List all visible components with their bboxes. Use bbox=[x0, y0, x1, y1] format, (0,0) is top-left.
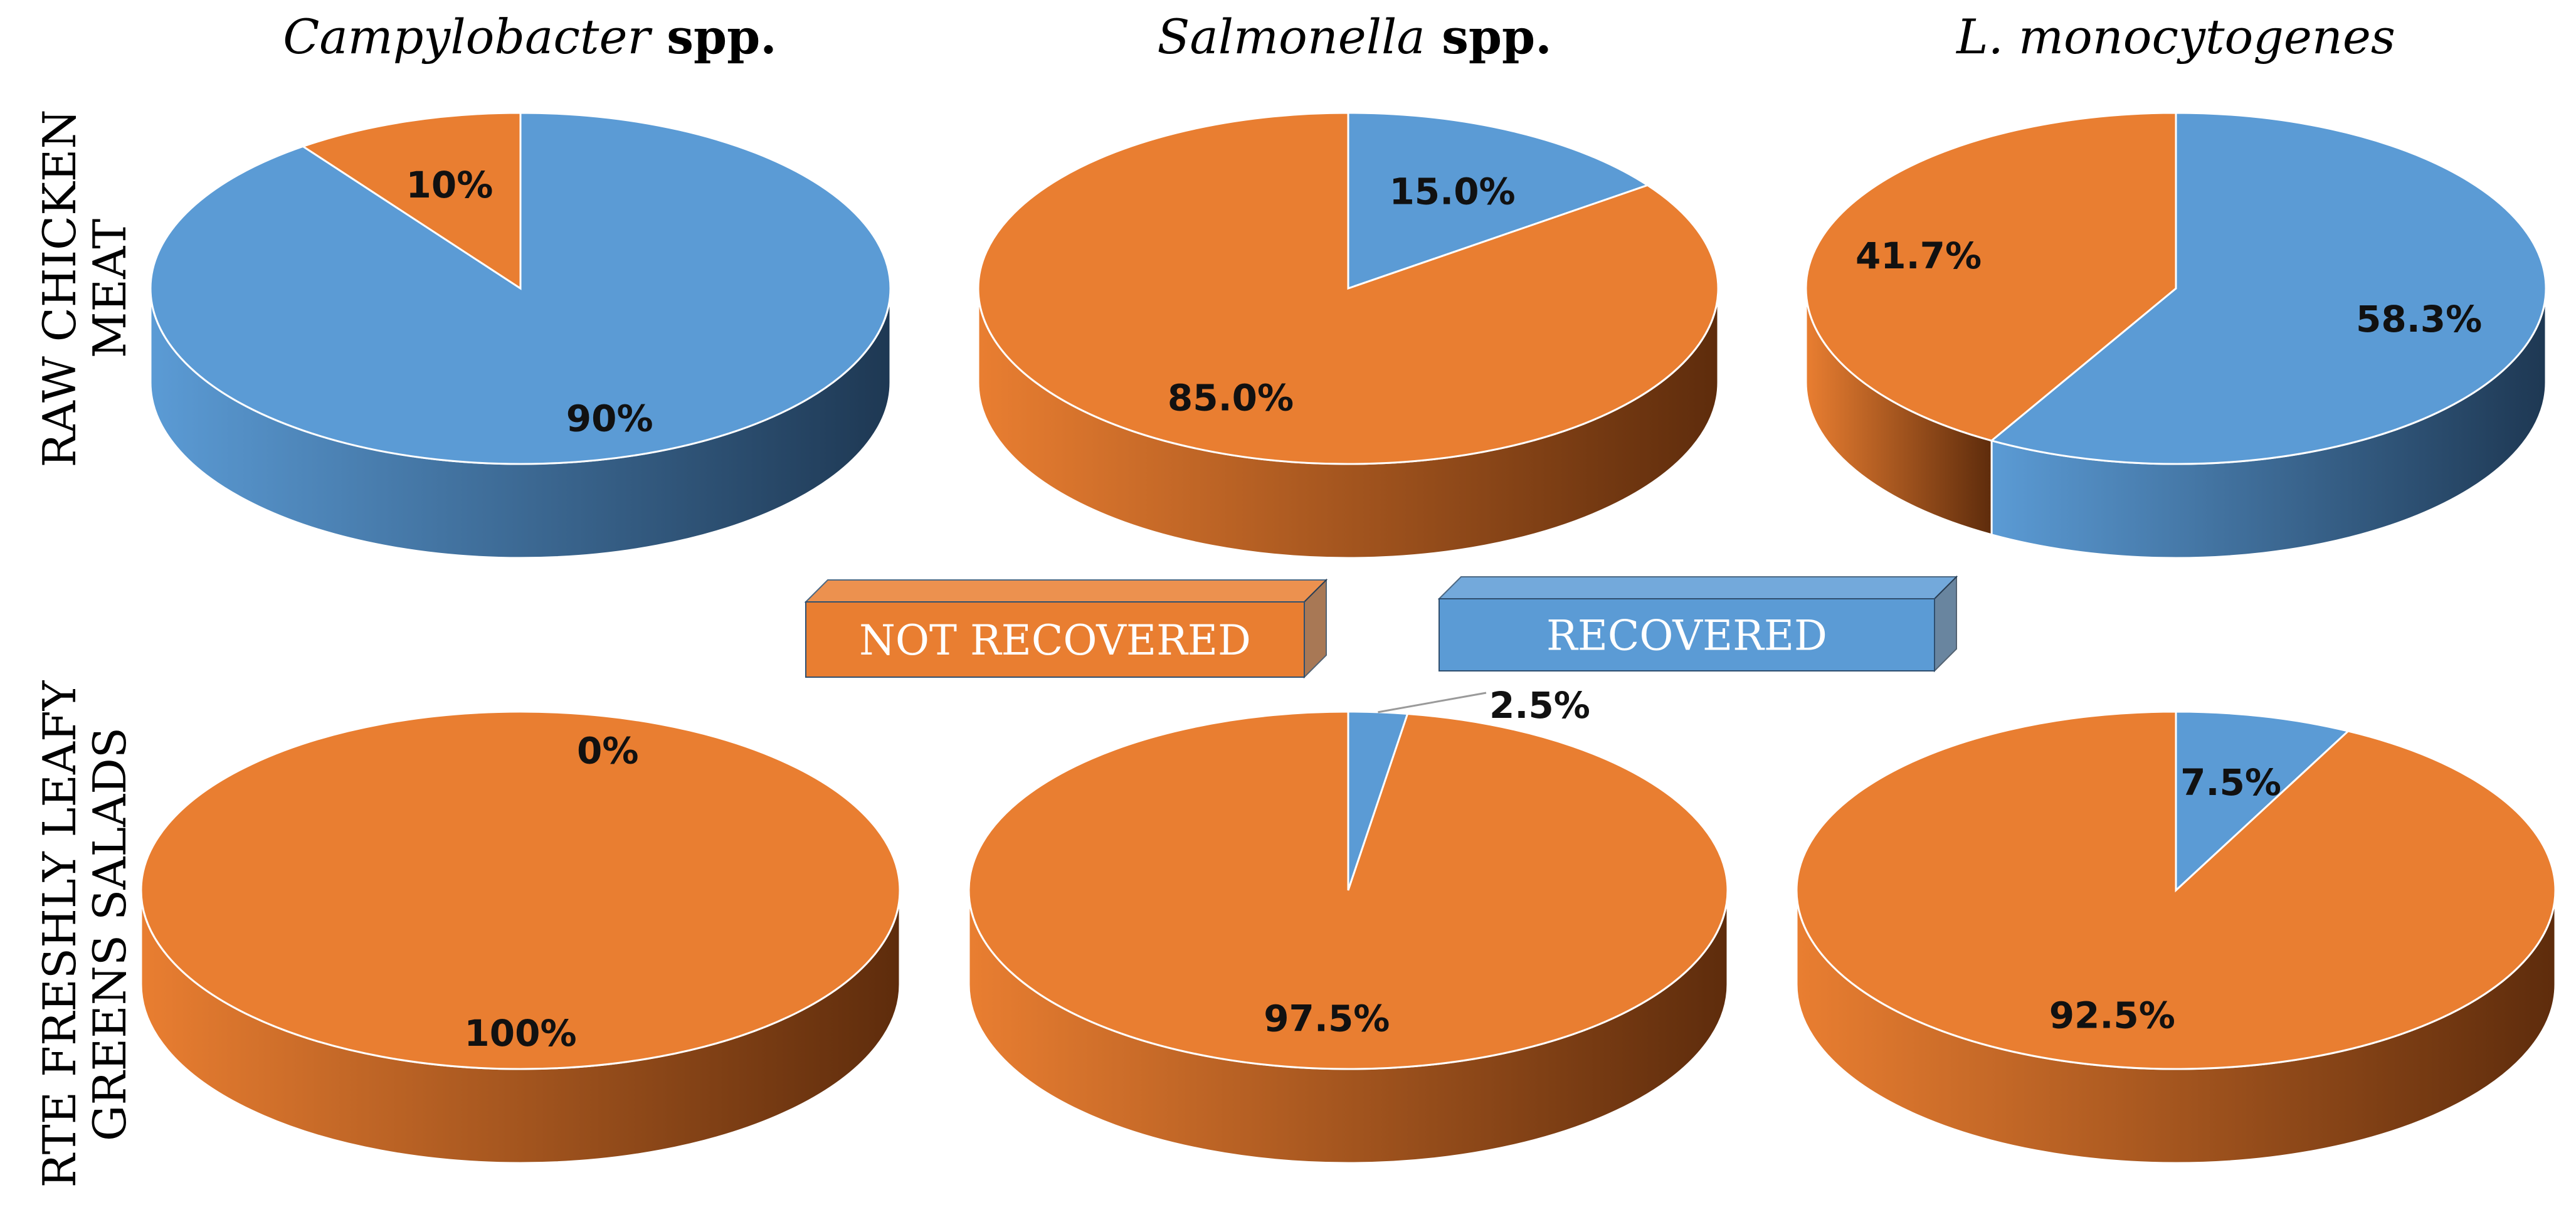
pie-slice-recovered bbox=[1347, 112, 1650, 290]
column-title-salmonella: Salmonella spp. bbox=[1157, 9, 1551, 65]
pie-slice-not-recovered bbox=[1795, 710, 2557, 1070]
column-title-l-monocytogenes: L. monocytogenes bbox=[1955, 9, 2395, 65]
pie-slice-not-recovered bbox=[977, 112, 1719, 465]
pie-slice-not-recovered bbox=[300, 112, 522, 290]
row-label-line: RAW CHICKEN bbox=[33, 110, 86, 468]
pie-chart-3: 58.3% 41.7% bbox=[1805, 112, 2547, 559]
pie-chart-6: 7.5% 92.5% bbox=[1795, 710, 2557, 1164]
data-label-not-recovered: 92.5% bbox=[2049, 994, 2175, 1037]
data-label-recovered: 58.3% bbox=[2356, 298, 2482, 340]
legend-swatch-not-recovered bbox=[805, 601, 1305, 678]
pie-chart-1: 90% 10% bbox=[149, 112, 892, 559]
column-title-campylobacter: Campylobacter spp. bbox=[283, 9, 777, 65]
legend-swatch-recovered bbox=[1438, 598, 1935, 671]
legend-box-top bbox=[804, 579, 1328, 603]
legend-item-not-recovered: NOT RECOVERED bbox=[804, 578, 1328, 679]
pie-slice-not-recovered bbox=[968, 710, 1729, 1070]
legend-label-recovered: RECOVERED bbox=[1546, 612, 1827, 660]
legend-box-top bbox=[1437, 576, 1958, 599]
row-label-line: RTE FRESHLY LEAFY bbox=[33, 680, 86, 1188]
data-label-recovered: 15.0% bbox=[1389, 170, 1515, 213]
data-label-not-recovered: 41.7% bbox=[1855, 234, 1982, 277]
data-label-recovered: 0% bbox=[577, 730, 638, 772]
data-label-not-recovered: 97.5% bbox=[1264, 998, 1390, 1040]
data-label-not-recovered: 100% bbox=[464, 1012, 576, 1055]
pie-chart-2: 15.0% 85.0% bbox=[977, 112, 1719, 559]
data-label-not-recovered: 85.0% bbox=[1168, 377, 1294, 419]
row-label-line: GREENS SALADS bbox=[83, 727, 136, 1141]
legend-item-recovered: RECOVERED bbox=[1437, 575, 1958, 673]
data-label-recovered: 2.5% bbox=[1489, 684, 1590, 727]
pie-slice-recovered bbox=[1989, 112, 2547, 465]
legend-label-not-recovered: NOT RECOVERED bbox=[859, 616, 1251, 665]
data-label-recovered: 7.5% bbox=[2180, 761, 2281, 804]
pie-slice-not-recovered bbox=[1805, 112, 2177, 442]
data-label-recovered: 90% bbox=[566, 398, 653, 440]
pie-slice-recovered bbox=[2175, 710, 2350, 893]
row-label-line: MEAT bbox=[83, 219, 136, 358]
leader-line bbox=[1378, 692, 1487, 714]
pie-slice-not-recovered bbox=[140, 710, 901, 1070]
pie-chart-5: 2.5% 97.5% bbox=[968, 684, 1729, 1164]
pie-chart-4: 0% 100% bbox=[140, 710, 901, 1164]
data-label-not-recovered: 10% bbox=[406, 164, 494, 206]
